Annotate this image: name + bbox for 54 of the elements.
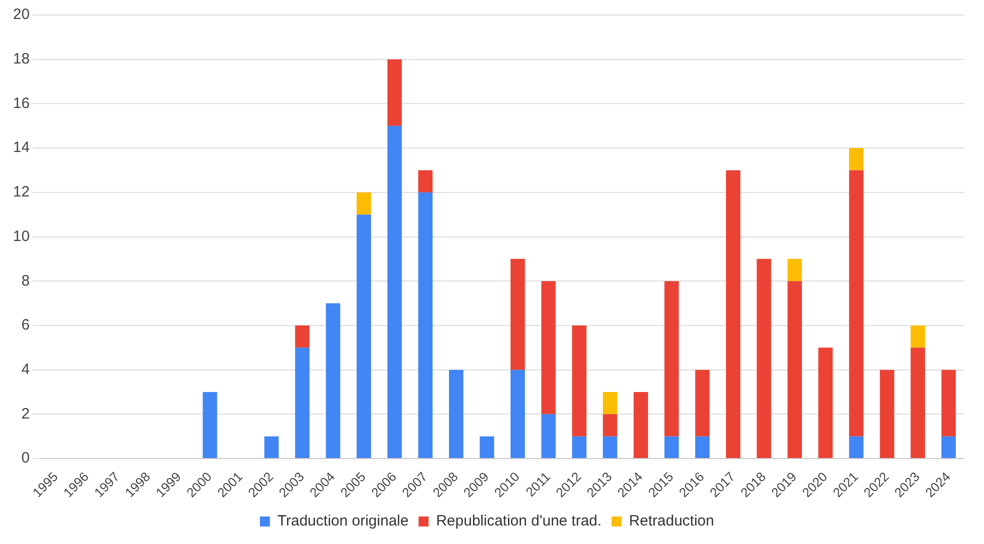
y-tick-label: 18	[12, 50, 30, 68]
bar	[634, 392, 648, 458]
bar	[295, 348, 310, 458]
bar	[448, 370, 464, 458]
bar	[756, 258, 772, 458]
bar	[695, 436, 710, 458]
y-tick-label: 8	[21, 272, 30, 290]
bar	[910, 348, 926, 458]
bar	[849, 148, 864, 170]
legend-label: Traduction originale	[277, 512, 409, 530]
y-tick-label: 12	[12, 184, 30, 201]
bar	[418, 170, 433, 192]
y-tick-label: 4	[21, 360, 30, 378]
bar	[326, 303, 340, 458]
bar	[602, 436, 618, 458]
bar	[818, 348, 833, 458]
bar	[387, 59, 402, 126]
bar	[695, 370, 710, 436]
y-tick-label: 16	[12, 94, 30, 112]
bar	[880, 370, 894, 458]
legend-label: Republication d'une trad.	[436, 512, 602, 530]
bar	[541, 281, 556, 414]
bar	[510, 370, 525, 458]
bar	[941, 436, 956, 458]
bar	[849, 436, 864, 458]
bar	[572, 436, 586, 458]
y-tick-label: 14	[12, 139, 30, 156]
bar	[910, 325, 926, 348]
bar	[664, 436, 679, 458]
bar	[602, 392, 618, 414]
bar	[541, 414, 556, 458]
y-tick-label: 20	[12, 6, 30, 24]
legend-label: Retraduction	[629, 512, 714, 530]
bar	[480, 436, 494, 458]
bar	[356, 192, 372, 215]
bar	[572, 325, 586, 436]
bar	[356, 214, 372, 458]
bar	[264, 436, 279, 458]
bar	[788, 258, 802, 282]
bar	[849, 170, 864, 436]
y-tick-label: 6	[21, 316, 30, 334]
bar	[510, 258, 525, 370]
bar	[418, 192, 433, 458]
bar	[387, 126, 402, 458]
bar	[726, 170, 740, 458]
y-tick-label: 2	[21, 405, 30, 422]
bar	[295, 325, 310, 348]
bar	[664, 281, 679, 436]
bar	[202, 392, 218, 458]
bar	[941, 370, 956, 436]
bar	[788, 281, 802, 458]
bar	[602, 414, 618, 436]
y-tick-label: 0	[21, 450, 30, 467]
y-tick-label: 10	[12, 228, 30, 245]
